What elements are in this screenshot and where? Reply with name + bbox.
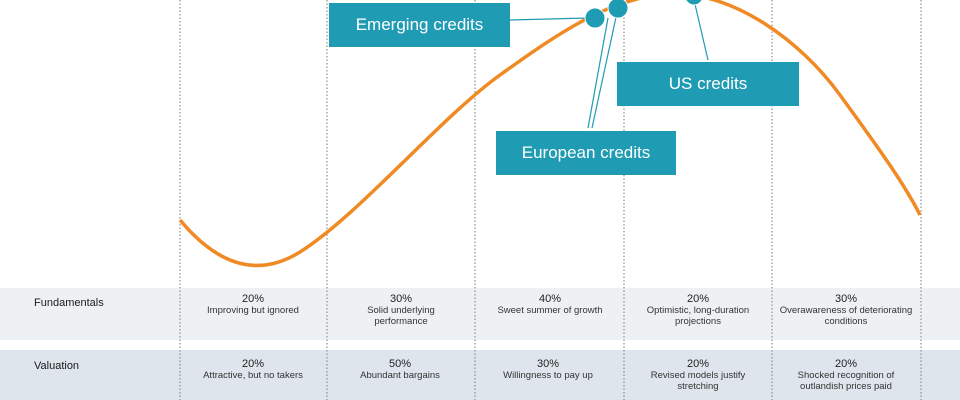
valuation-cell: 50% Abundant bargains: [327, 358, 473, 381]
european-credits-label: European credits: [521, 143, 651, 162]
cell-percent: 30%: [389, 293, 413, 305]
cell-description: Willingness to pay up: [503, 370, 593, 381]
emerging-credits-label: Emerging credits: [355, 15, 484, 34]
cell-percent: 20%: [686, 358, 710, 370]
fundamentals-row-bg: [0, 288, 960, 340]
us-leader: [693, 0, 709, 61]
european-credits-marker: [607, 0, 629, 19]
fundamentals-cell: 30% Solid underlying performance: [341, 293, 461, 327]
us-credits-callout: US credits: [617, 62, 799, 106]
cell-description: Shocked recognition of outlandish prices…: [797, 370, 895, 392]
cell-percent: 30%: [834, 293, 858, 305]
european-leader: [587, 17, 609, 129]
cell-percent: 20%: [686, 293, 710, 305]
cell-description: Abundant bargains: [360, 370, 440, 381]
cell-percent: 50%: [388, 358, 412, 370]
emerging-credits-marker: [584, 7, 606, 29]
valuation-row-bg: [0, 350, 960, 400]
valuation-cell: 30% Willingness to pay up: [475, 358, 621, 381]
us-credits-label: US credits: [668, 74, 748, 93]
cell-description: Sweet summer of growth: [497, 305, 603, 316]
fundamentals-label: Fundamentals: [34, 297, 104, 309]
european-leader: [591, 7, 619, 129]
cell-description: Solid underlying performance: [367, 305, 435, 327]
fundamentals-cell: 30% Overawareness of deteriorating condi…: [776, 293, 916, 327]
emerging-leader: [509, 17, 589, 21]
us-credits-marker: [685, 0, 703, 6]
cell-percent: 20%: [241, 293, 265, 305]
cell-description: Optimistic, long-duration projections: [646, 305, 750, 327]
valuation-label: Valuation: [34, 360, 80, 372]
callout-leaders: [509, 0, 709, 129]
fundamentals-row: Fundamentals 20% Improving but ignored 3…: [0, 288, 960, 340]
emerging-credits-callout: Emerging credits: [329, 3, 510, 47]
cell-percent: 20%: [834, 358, 858, 370]
valuation-cell: 20% Revised models justify stretching: [638, 358, 758, 392]
valuation-row: Valuation 20% Attractive, but no takers …: [0, 350, 960, 400]
cell-description: Revised models justify stretching: [650, 370, 746, 392]
fundamentals-cell: 40% Sweet summer of growth: [495, 293, 605, 316]
cell-percent: 40%: [538, 293, 562, 305]
valuation-cell: 20% Shocked recognition of outlandish pr…: [776, 358, 916, 392]
cell-description: Attractive, but no takers: [203, 370, 303, 381]
cycle-curve: [178, 0, 922, 268]
fundamentals-cell: 20% Optimistic, long-duration projection…: [638, 293, 758, 327]
cell-description: Overawareness of deteriorating condition…: [779, 305, 913, 327]
cell-percent: 20%: [241, 358, 265, 370]
valuation-cell: 20% Attractive, but no takers: [180, 358, 326, 381]
european-credits-callout: European credits: [496, 131, 676, 175]
cell-description: Improving but ignored: [207, 305, 299, 316]
fundamentals-cell: 20% Improving but ignored: [180, 293, 326, 316]
cell-percent: 30%: [536, 358, 560, 370]
